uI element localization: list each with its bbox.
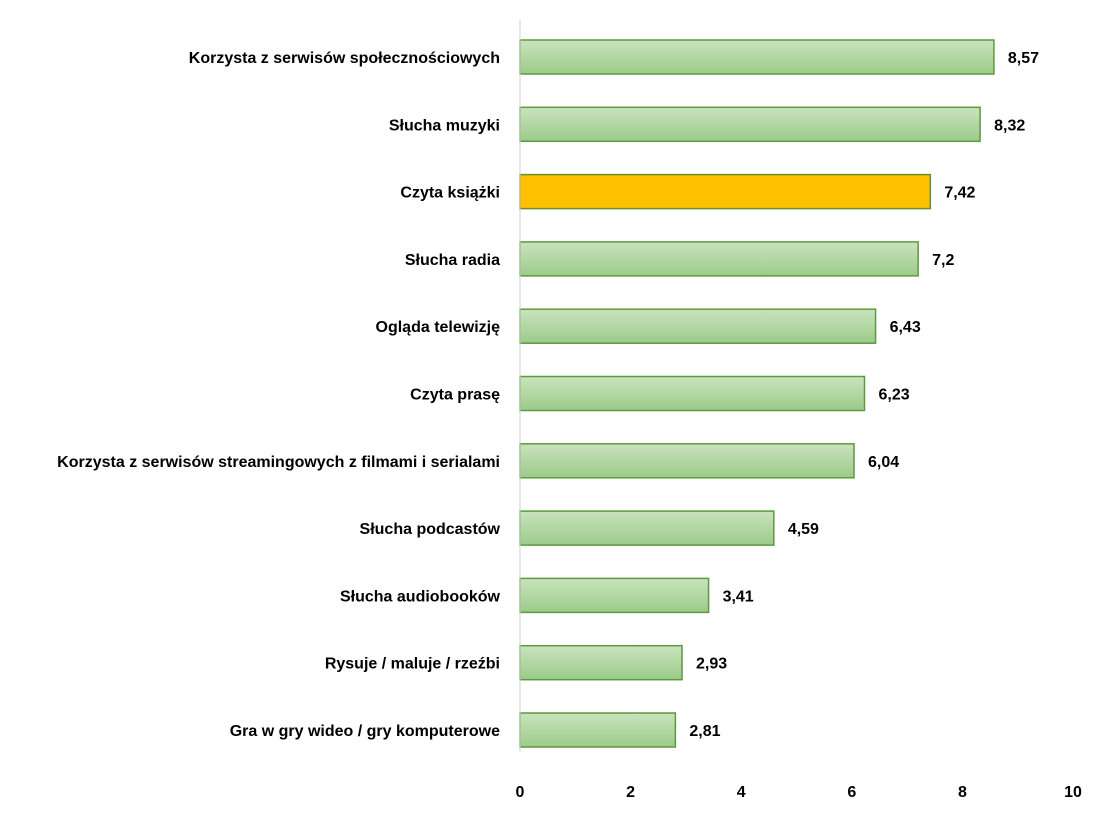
value-label-10: 2,81 [689,723,720,740]
bar-5 [519,375,866,412]
category-label-9: Rysuje / maluje / rzeźbi [325,656,500,673]
bar-1 [519,106,981,143]
x-tick-label-5: 10 [1064,784,1082,801]
category-label-2: Czyta książki [400,185,500,202]
bar-8 [519,577,710,614]
bar-4 [519,308,877,344]
category-labels: Korzysta z serwisów społecznościowych Słu… [57,50,500,740]
category-label-8: Słucha audiobooków [340,588,501,605]
bar-7 [519,510,775,546]
bar-2 [519,173,932,210]
category-label-5: Czyta prasę [410,387,500,404]
category-label-4: Ogląda telewizję [376,319,501,336]
category-label-3: Słucha radia [405,252,500,269]
x-tick-label-0: 0 [516,784,525,801]
value-label-7: 4,59 [788,521,819,538]
bar-3 [519,241,919,277]
x-tick-label-1: 2 [626,784,635,801]
bars-group [519,39,995,748]
category-label-6: Korzysta z serwisów streamingowych z fil… [57,454,500,471]
x-axis-tick-labels: 0 2 4 6 8 10 [516,784,1082,801]
value-label-8: 3,41 [723,588,754,605]
x-tick-label-4: 8 [958,784,967,801]
value-label-1: 8,32 [994,117,1025,134]
value-label-2: 7,42 [944,185,975,202]
value-label-3: 7,2 [932,252,954,269]
bar-0 [519,39,995,75]
bar-9 [519,644,683,681]
value-label-9: 2,93 [696,656,727,673]
category-label-7: Słucha podcastów [360,521,501,538]
value-label-4: 6,43 [890,319,921,336]
value-label-5: 6,23 [879,387,910,404]
x-tick-label-3: 6 [847,784,856,801]
bar-10 [519,712,677,748]
value-label-0: 8,57 [1008,50,1039,67]
x-tick-label-2: 4 [737,784,746,801]
bar-6 [519,443,855,479]
category-label-1: Słucha muzyki [389,117,500,134]
value-label-6: 6,04 [868,454,899,471]
category-label-10: Gra w gry wideo / gry komputerowe [230,723,500,740]
category-label-0: Korzysta z serwisów społecznościowych [189,50,500,67]
value-labels: 8,57 8,32 7,42 7,2 6,43 6,23 6,04 4,59 3,41 2,93 2… [689,50,1039,740]
